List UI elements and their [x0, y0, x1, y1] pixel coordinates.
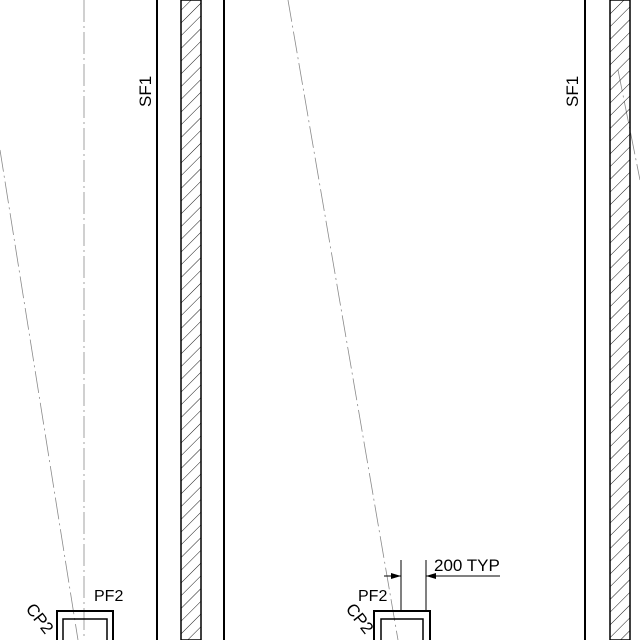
- label-pf2-left: PF2: [94, 588, 123, 605]
- column-pad-left: [62, 618, 108, 640]
- strip-footing-right: [584, 0, 631, 640]
- label-pf2-right: PF2: [358, 588, 387, 605]
- label-dimension: 200 TYP: [434, 556, 500, 575]
- strip-footing-left: [156, 0, 225, 640]
- pad-footing-left: [56, 610, 114, 640]
- column-pad-right: [380, 618, 424, 640]
- wall-hatch-right: [609, 0, 631, 640]
- label-sf1-left: SF1: [136, 76, 155, 107]
- centerline-left-diagonal: [0, 149, 79, 640]
- dimension-200-typ: [384, 560, 500, 611]
- label-cp2-left: CP2: [22, 600, 57, 638]
- wall-hatch-left: [180, 0, 202, 640]
- pad-footing-right: [373, 610, 431, 640]
- label-sf1-right: SF1: [563, 76, 582, 107]
- label-cp2-right: CP2: [342, 600, 377, 638]
- centerline-middle-diagonal: [287, 0, 399, 640]
